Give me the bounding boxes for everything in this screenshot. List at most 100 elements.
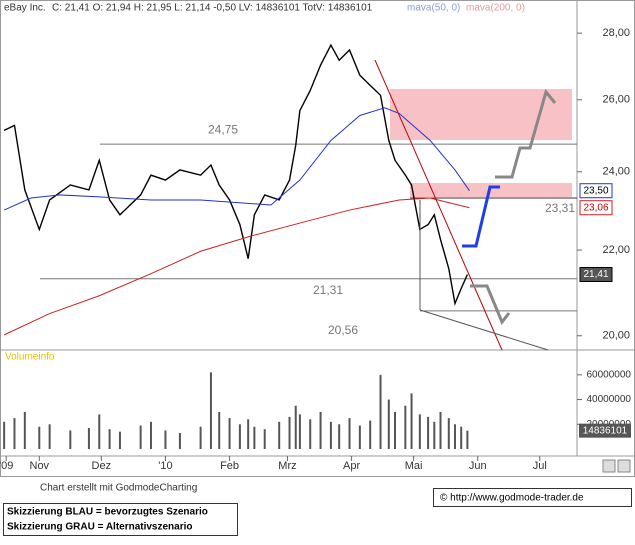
volume-bar [228,418,231,449]
trend-line [419,309,549,351]
volume-bar [379,374,382,449]
volume-bar [288,416,291,449]
volume-bar [87,427,90,449]
scenario-gray [495,88,557,179]
scenario-gray [470,284,511,325]
volume-bar [218,411,221,449]
volume-bar [447,418,450,449]
volume-bar [139,425,142,449]
resistance-zone [410,183,572,197]
volume-bar [358,425,361,449]
x-tick-label: Mrz [278,460,296,472]
last-value-label: 23,50 [583,185,608,196]
volume-bar [98,414,101,449]
x-tick-label: '09 [0,460,13,472]
volume-bar [453,424,456,449]
volume-bar [23,411,26,449]
level-label: 21,31 [313,283,343,297]
footer: Chart erstellt mit GodmodeCharting [40,483,197,494]
volume-bar [439,411,442,449]
volume-tick-label: 40000000 [587,394,632,405]
price-line [3,107,470,211]
last-volume-label: 14836101 [583,425,628,436]
trend-line [374,59,503,351]
source: © http://www.godmode-trader.de [440,493,584,504]
x-tick-label: Mai [405,460,423,472]
volume-bar [48,424,51,449]
volume-bar [410,393,413,449]
x-tick-label: '10 [158,460,172,472]
y-tick-label: 20,00 [602,330,630,342]
last-value-box [579,266,613,282]
last-value-box [579,200,613,216]
button[interactable] [602,459,616,473]
volume-bar [118,431,121,449]
volume-bar [348,418,351,449]
volume-bar [387,399,390,449]
x-tick-label: Dez [92,460,112,472]
x-tick-label: Nov [30,460,50,472]
price-line [3,43,469,307]
volume-bar [329,421,332,449]
volume-bar [263,429,266,449]
last-value-box [579,183,613,199]
volume-bar [466,430,469,449]
volume-bar [404,405,407,449]
volume-bar [427,416,430,449]
volume-bar [178,432,181,449]
volume-bar [253,426,256,449]
volume-tick-label: 60000000 [587,369,632,380]
volume-bar [238,424,241,449]
x-tick-label: Jul [533,460,547,472]
price-line [3,197,470,336]
volume-bar [3,421,6,449]
volume-bar [108,429,111,449]
volume-bar [319,411,322,449]
plot [3,43,577,336]
note: Skizzierung GRAU = Alternativszenario [7,522,193,533]
level-label: 24,75 [208,122,238,136]
volume-title: Volumeinfo [5,352,55,363]
y-tick-label: 22,00 [602,244,630,256]
volume-bar [369,420,372,449]
x-tick-label: Feb [220,460,239,472]
volume-bar [433,421,436,449]
volume-bar [460,426,463,449]
x-tick-label: Jun [469,460,487,472]
level-label: 20,56 [328,323,358,337]
volume-bar [164,430,167,449]
volume-bar [38,426,41,449]
volume-bar [294,405,297,449]
volume-bar [209,372,212,449]
volume-bar [298,414,301,449]
header-stats: C: 21,41 O: 21,94 H: 21,95 L: 21,14 -0,5… [52,3,373,14]
notes-box [3,503,238,536]
volume-bar [418,414,421,449]
level-label: 23,31 [545,201,575,215]
y-tick-label: 24,00 [602,166,630,178]
volume-bar [199,426,202,449]
note: Skizzierung BLAU = bevorzugtes Szenario [7,507,208,518]
volume-bar [338,424,341,449]
last-volume-box [579,423,631,438]
source-box [433,488,632,507]
volume-bar [394,411,397,449]
last-value-label: 21,41 [583,269,608,280]
volume-bar [69,430,72,449]
scenario-blue [462,185,500,248]
button[interactable] [617,459,631,473]
volume-bar [149,421,152,449]
volume-bar [247,419,250,449]
last-value-label: 23,06 [583,202,608,213]
volume-bar [13,418,16,449]
y-tick-label: 28,00 [602,27,630,39]
legend-entry: mava(200, 0) [466,3,525,14]
y-tick-label: 26,00 [602,94,630,106]
volume-bar [309,419,312,449]
x-tick-label: Apr [343,460,360,472]
volume-bar [278,421,281,449]
legend-entry: mava(50, 0) [407,3,460,14]
header-title: eBay Inc. [4,3,46,14]
